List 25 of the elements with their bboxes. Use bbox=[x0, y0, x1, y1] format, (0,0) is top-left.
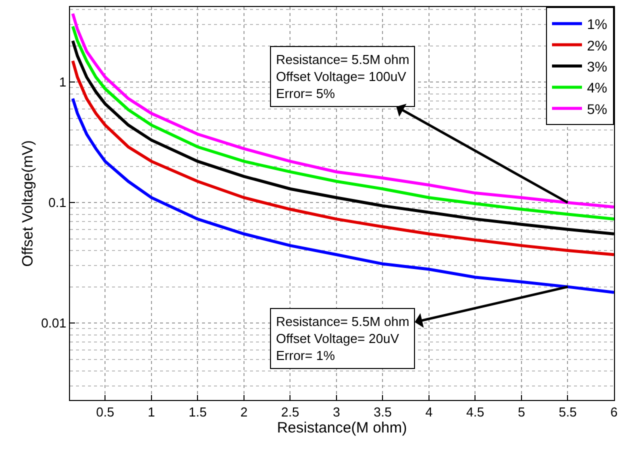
annotation: Resistance= 5.5M ohm Offset Voltage= 100uV Error= 5% bbox=[276, 52, 410, 101]
y-axis-title: Offset Voltage(mV) bbox=[19, 140, 36, 267]
x-tick-label: 1.5 bbox=[188, 404, 207, 420]
y-tick-label: 1 bbox=[59, 74, 66, 90]
x-tick-label: 2 bbox=[240, 404, 248, 420]
x-tick-label: 4 bbox=[425, 404, 433, 420]
x-tick-label: 6 bbox=[610, 404, 618, 420]
x-tick-label: 0.5 bbox=[96, 404, 114, 420]
x-tick-label: 3.5 bbox=[374, 404, 392, 420]
x-tick-label: 3 bbox=[332, 404, 340, 420]
line-series bbox=[71, 97, 614, 294]
x-tick-label: 1 bbox=[148, 404, 156, 420]
annotation: Resistance= 5.5M ohm Offset Voltage= 20uV Error= 1% bbox=[276, 314, 410, 363]
legend-label: 3% bbox=[587, 58, 608, 74]
x-axis-title: Resistance(M ohm) bbox=[276, 420, 408, 437]
legend-label: 4% bbox=[587, 80, 608, 96]
legend-label: 1% bbox=[587, 16, 608, 32]
y-tick-label: 0.01 bbox=[41, 316, 66, 331]
x-tick-label: 4.5 bbox=[466, 404, 484, 420]
x-tick-label: 2.5 bbox=[281, 404, 300, 420]
x-tick-label: 5.5 bbox=[558, 404, 577, 420]
legend-label: 2% bbox=[587, 37, 608, 54]
y-tick-label: 0.1 bbox=[48, 195, 66, 210]
x-tick-label: 5 bbox=[518, 404, 526, 420]
legend-label: 5% bbox=[587, 100, 608, 117]
